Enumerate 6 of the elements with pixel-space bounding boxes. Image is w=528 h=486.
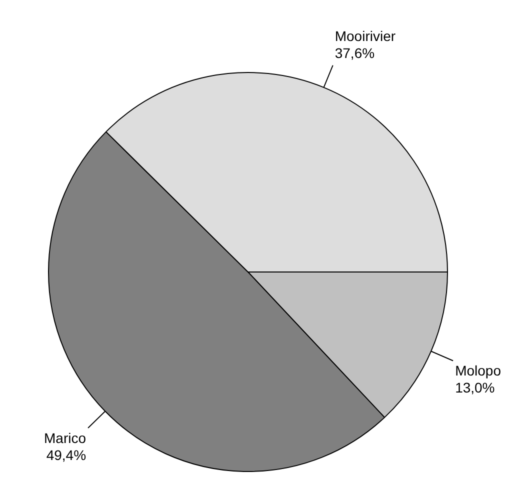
slice-label: Mooirivier — [334, 28, 396, 44]
data-label: 49,4% — [46, 446, 86, 463]
data-label: 13,0% — [455, 380, 495, 396]
data-label: 37,6% — [334, 45, 375, 62]
slice-label: Molopo — [455, 362, 502, 379]
slice-label: Marico — [44, 430, 86, 446]
